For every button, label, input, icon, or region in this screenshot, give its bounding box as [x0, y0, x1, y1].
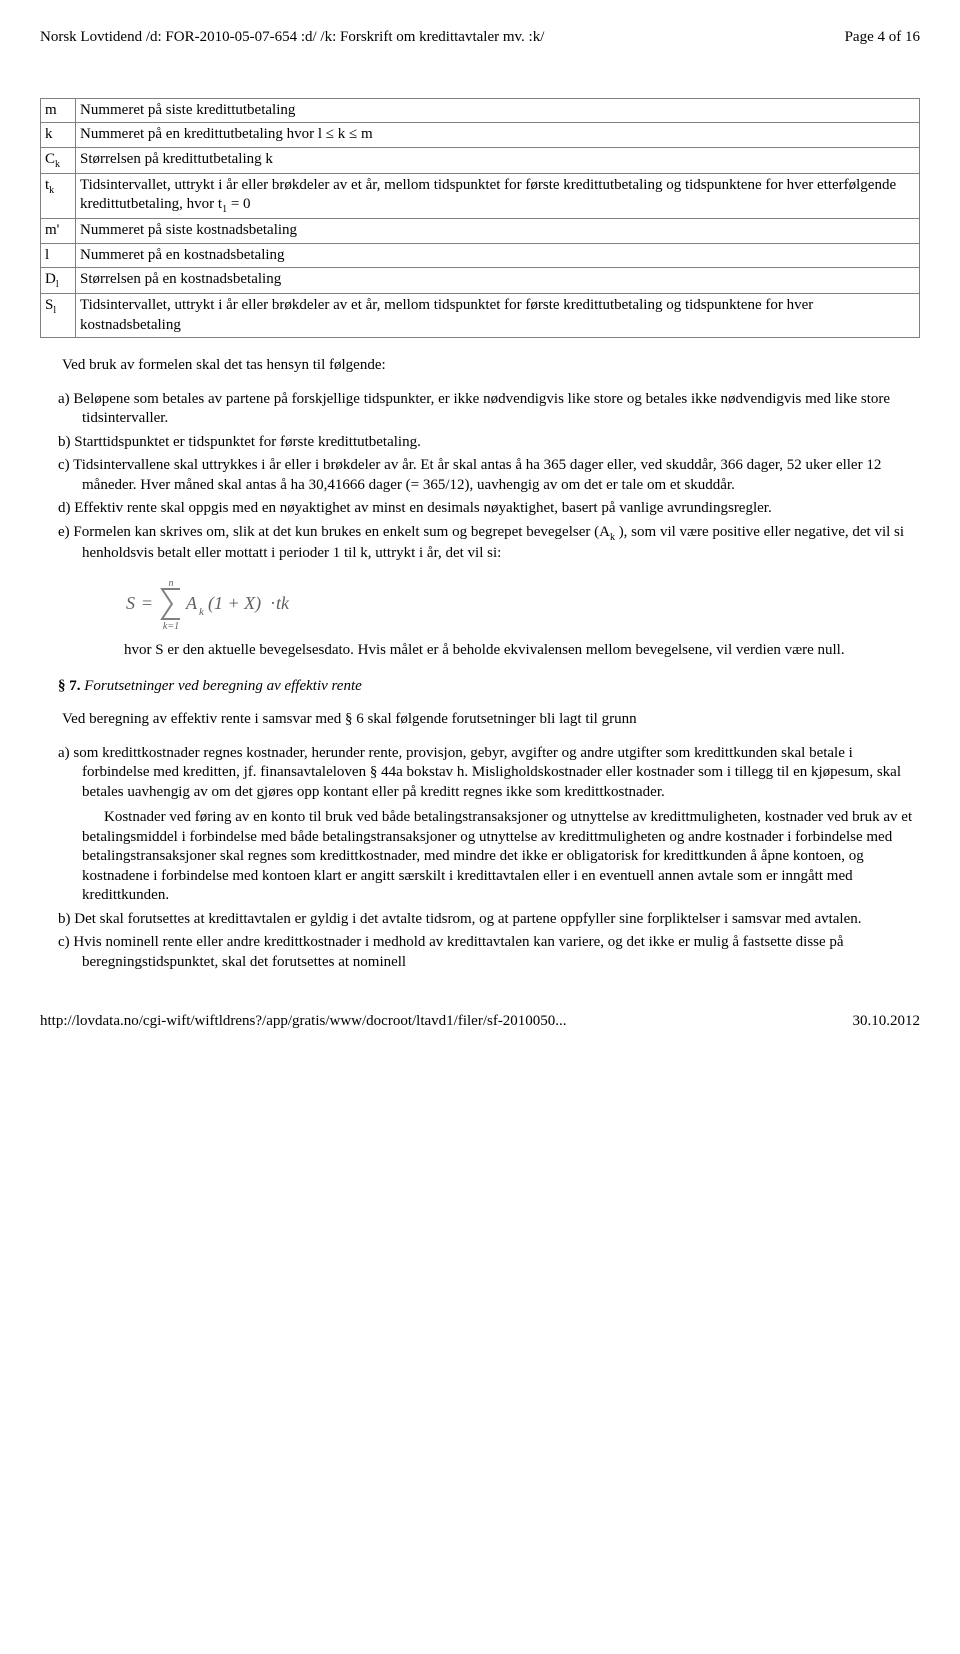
table-row: SlTidsintervallet, uttrykt i år eller br…	[41, 294, 920, 338]
symbol-cell: tk	[41, 173, 76, 219]
definition-cell: Nummeret på en kostnadsbetaling	[76, 243, 920, 268]
footer-url: http://lovdata.no/cgi-wift/wiftldrens?/a…	[40, 1012, 567, 1032]
assumptions-list: a) som kredittkostnader regnes kostnader…	[40, 744, 920, 973]
definition-cell: Nummeret på siste kostnadsbetaling	[76, 219, 920, 244]
svg-text:(1 + X): (1 + X)	[208, 593, 261, 614]
formula-svg: S=nk=1Ak(1 + X)·tk	[124, 573, 920, 631]
table-row: CkStørrelsen på kredittutbetaling k	[41, 147, 920, 173]
intro-sentence: Ved bruk av formelen skal det tas hensyn…	[62, 356, 920, 376]
item-e-text: e) Formelen kan skrives om, slik at det …	[58, 524, 904, 561]
assumption-a-p1: a) som kredittkostnader regnes kostnader…	[58, 745, 901, 800]
definition-cell: Nummeret på en kredittutbetaling hvor l …	[76, 123, 920, 148]
definitions-table: mNummeret på siste kredittutbetalingkNum…	[40, 98, 920, 339]
item-a: a) Beløpene som betales av partene på fo…	[40, 390, 920, 429]
item-c: c) Tidsintervallene skal uttrykkes i år …	[40, 456, 920, 495]
assumption-a: a) som kredittkostnader regnes kostnader…	[40, 744, 920, 906]
definition-cell: Nummeret på siste kredittutbetaling	[76, 98, 920, 123]
table-row: m'Nummeret på siste kostnadsbetaling	[41, 219, 920, 244]
item-b: b) Starttidspunktet er tidspunktet for f…	[40, 433, 920, 453]
symbol-cell: l	[41, 243, 76, 268]
definition-cell: Størrelsen på kredittutbetaling k	[76, 147, 920, 173]
definition-cell: Tidsintervallet, uttrykt i år eller brøk…	[76, 294, 920, 338]
section-7-title: Forutsetninger ved beregning av effektiv…	[84, 678, 362, 694]
svg-text:k: k	[199, 606, 205, 618]
assumption-a-p2: Kostnader ved føring av en konto til bru…	[82, 808, 920, 906]
table-row: DlStørrelsen på en kostnadsbetaling	[41, 268, 920, 294]
symbol-cell: Ck	[41, 147, 76, 173]
item-e-after: hvor S er den aktuelle bevegelsesdato. H…	[124, 641, 920, 661]
table-row: lNummeret på en kostnadsbetaling	[41, 243, 920, 268]
header-page: Page 4 of 16	[845, 28, 920, 48]
definition-cell: Størrelsen på en kostnadsbetaling	[76, 268, 920, 294]
footer-date: 30.10.2012	[853, 1012, 921, 1032]
symbol-cell: Sl	[41, 294, 76, 338]
symbol-cell: k	[41, 123, 76, 148]
svg-text:n: n	[169, 578, 174, 589]
section-7-number: § 7.	[58, 678, 81, 694]
header-path: Norsk Lovtidend /d: FOR-2010-05-07-654 :…	[40, 28, 544, 48]
table-row: tkTidsintervallet, uttrykt i år eller br…	[41, 173, 920, 219]
svg-text:S: S	[126, 593, 135, 613]
svg-text:=: =	[142, 593, 152, 613]
symbol-cell: Dl	[41, 268, 76, 294]
section-7-lead: Ved beregning av effektiv rente i samsva…	[40, 710, 920, 730]
assumption-c: c) Hvis nominell rente eller andre kredi…	[40, 933, 920, 972]
section-7-heading: § 7. Forutsetninger ved beregning av eff…	[58, 677, 920, 697]
table-row: kNummeret på en kredittutbetaling hvor l…	[41, 123, 920, 148]
symbol-cell: m	[41, 98, 76, 123]
table-row: mNummeret på siste kredittutbetaling	[41, 98, 920, 123]
svg-text:tk: tk	[276, 593, 290, 613]
svg-text:k=1: k=1	[163, 621, 179, 631]
svg-text:A: A	[185, 593, 198, 613]
assumption-b: b) Det skal forutsettes at kredittavtale…	[40, 910, 920, 930]
item-e: e) Formelen kan skrives om, slik at det …	[40, 523, 920, 661]
symbol-cell: m'	[41, 219, 76, 244]
considerations-list: a) Beløpene som betales av partene på fo…	[40, 390, 920, 661]
item-d: d) Effektiv rente skal oppgis med en nøy…	[40, 499, 920, 519]
definition-cell: Tidsintervallet, uttrykt i år eller brøk…	[76, 173, 920, 219]
